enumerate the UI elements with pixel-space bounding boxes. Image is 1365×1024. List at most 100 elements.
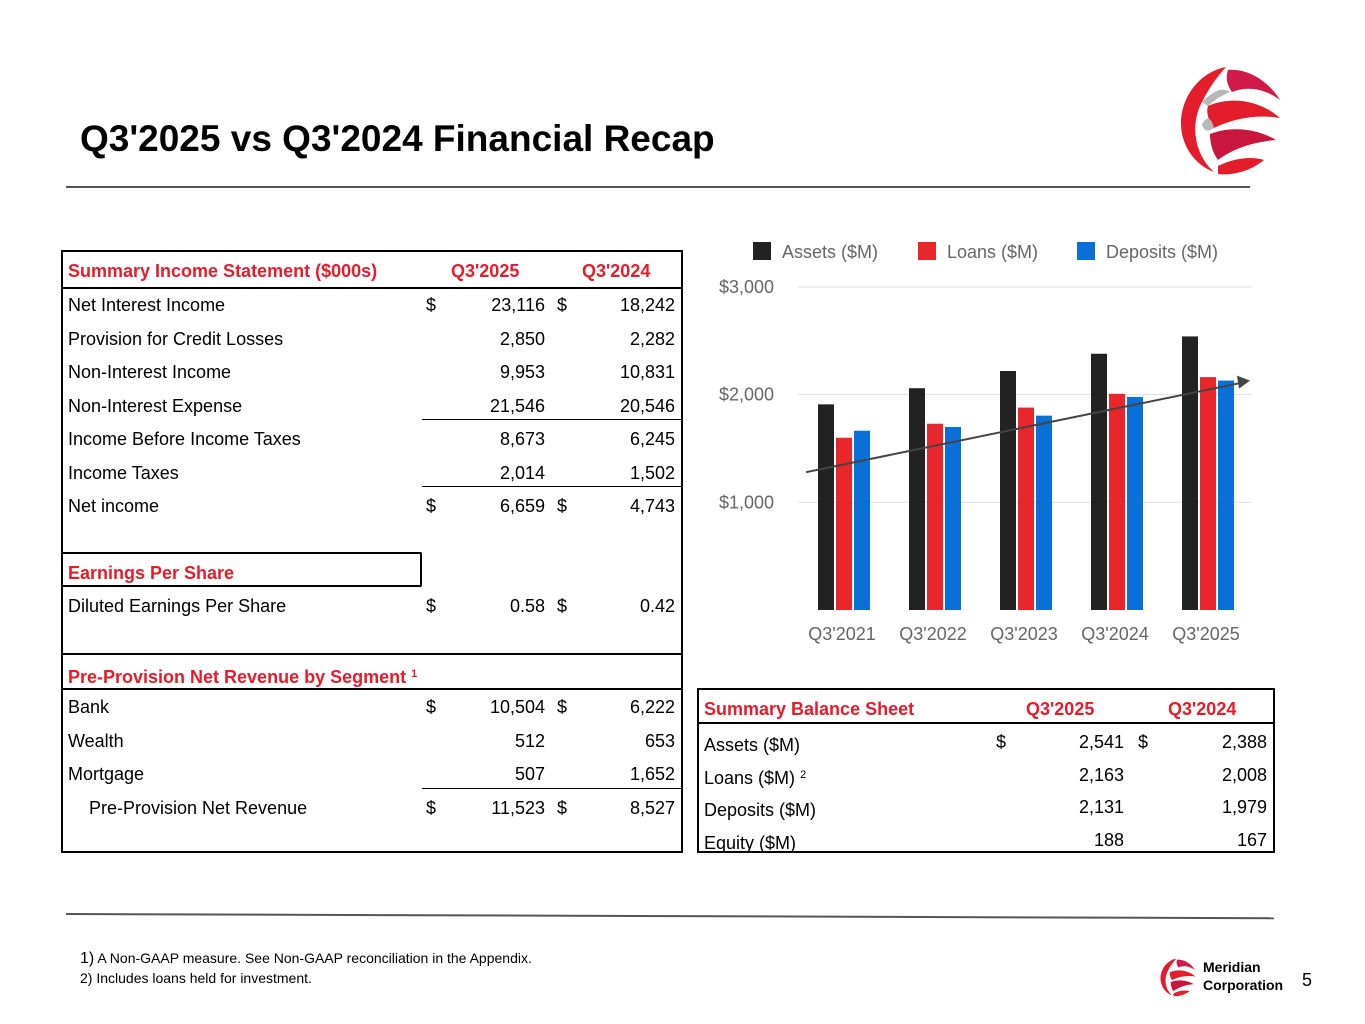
cell-value: 20,546 <box>619 395 675 416</box>
header-divider <box>63 287 681 289</box>
cell-value: 653 <box>644 730 675 751</box>
table-row: Diluted Earnings Per Share $ 0.58 $ 0.42 <box>63 590 681 623</box>
section-header: Pre-Provision Net Revenue by Segment 1 <box>68 658 417 694</box>
table-title: Summary Income Statement ($000s) <box>68 261 378 281</box>
row-label-text: Income Taxes <box>68 462 179 483</box>
table-row: Mortgage 507 1,652 <box>63 758 681 791</box>
bar-deposits <box>1036 415 1052 610</box>
table-title: Summary Balance Sheet <box>704 699 915 719</box>
cell-value: 0.42 <box>639 596 675 616</box>
cell-value: 2,541 <box>1078 732 1124 752</box>
cell-value: 10,831 <box>619 362 675 382</box>
column-header: Q3'2024 <box>582 261 651 281</box>
y-tick-label: $2,000 <box>719 385 774 405</box>
income-statement-table: Summary Income Statement ($000s) Q3'2025… <box>61 250 683 853</box>
currency-symbol: $ <box>426 295 437 315</box>
bar-deposits <box>854 430 870 610</box>
brand-line: Meridian <box>1203 959 1261 975</box>
currency-symbol: $ <box>557 596 568 616</box>
header-divider <box>699 722 1273 724</box>
row-label: Income Taxes <box>68 457 179 490</box>
footnote-marker: 1) <box>80 950 95 967</box>
cell-value: 21,546 <box>489 395 545 416</box>
row-label-text: Wealth <box>68 730 124 751</box>
x-tick-label: Q3'2021 <box>808 624 876 644</box>
section-header: Earnings Per Share <box>68 563 235 583</box>
bar-loans <box>1109 393 1125 610</box>
table-row: Equity ($M) 188 167 <box>699 824 1273 857</box>
row-label-text: Assets ($M) <box>704 735 801 755</box>
row-label-text: Non-Interest Expense <box>68 395 243 416</box>
currency-symbol: $ <box>426 697 437 717</box>
title-divider <box>66 186 1250 188</box>
row-label: Assets ($M) <box>704 726 800 762</box>
row-label: Equity ($M) <box>704 824 796 860</box>
cell-value: 2,163 <box>1078 764 1124 785</box>
page-title: Q3'2025 vs Q3'2024 Financial Recap <box>80 118 715 159</box>
legend-label: Deposits ($M) <box>1106 242 1218 262</box>
row-label: Diluted Earnings Per Share <box>68 596 287 616</box>
balance-sheet-table: Summary Balance Sheet Q3'2025 Q3'2024 As… <box>697 688 1275 853</box>
table-row: Assets ($M) $2,541 $2,388 <box>699 726 1273 759</box>
table-row: Bank $10,504 $6,222 <box>63 691 681 724</box>
cell-value: 11,523 <box>491 797 545 818</box>
row-label-text: Non-Interest Income <box>68 362 232 382</box>
cell-value: 4,743 <box>629 496 675 516</box>
table-row: Wealth 512 653 <box>63 725 681 758</box>
cell-value: 188 <box>1093 829 1124 850</box>
row-label: Pre-Provision Net Revenue <box>89 792 307 825</box>
cell-value: 6,245 <box>629 429 675 449</box>
bar-loans <box>836 437 852 610</box>
footnote-1: 1) A Non-GAAP measure. See Non-GAAP reco… <box>80 950 532 968</box>
bar-loans <box>1018 407 1034 610</box>
table-row: Non-Interest Expense 21,546 20,546 <box>63 390 681 423</box>
trend-arrowhead <box>1237 375 1250 389</box>
cell-value: 1,652 <box>629 764 675 784</box>
currency-symbol: $ <box>426 797 437 818</box>
footer-divider <box>65 913 1274 920</box>
row-label: Wealth <box>68 725 124 758</box>
cell-value: 507 <box>514 764 545 784</box>
table-row: Net Interest Income $23,116 $18,242 <box>63 289 681 322</box>
column-header: Q3'2025 <box>1026 699 1095 719</box>
table-row: Provision for Credit Losses 2,850 2,282 <box>63 323 681 356</box>
cell-value: 2,131 <box>1078 797 1124 817</box>
row-label: Loans ($M) 2 <box>704 759 806 795</box>
table-row: Non-Interest Income 9,953 10,831 <box>63 356 681 389</box>
cell-value: 2,282 <box>629 328 675 349</box>
row-label: Net income <box>68 490 159 523</box>
row-label-text: Pre-Provision Net Revenue <box>89 797 308 818</box>
cell-value: 2,008 <box>1221 764 1267 785</box>
cell-value: 167 <box>1236 829 1267 850</box>
cell-value: 1,979 <box>1221 797 1267 817</box>
subtotal-line <box>422 788 681 789</box>
trend-line <box>805 381 1243 474</box>
column-header: Q3'2025 <box>451 261 520 281</box>
row-label: Provision for Credit Losses <box>68 323 283 356</box>
eps-header-row: Earnings Per Share <box>63 557 681 590</box>
eps-header-box <box>63 552 422 587</box>
balance-trend-chart: $1,000 $2,000 $3,000 Q3'2021 Q3'2022 Q3'2023 Q… <box>719 242 1252 644</box>
legend-label: Loans ($M) <box>947 242 1038 262</box>
cell-value: 0.58 <box>509 596 545 616</box>
legend-swatch <box>918 242 936 260</box>
table-row: Net income $6,659 $4,743 <box>63 490 681 523</box>
ppnr-header-row: Pre-Provision Net Revenue by Segment 1 <box>63 658 681 691</box>
currency-symbol: $ <box>557 496 568 516</box>
bar-deposits <box>1218 380 1234 610</box>
row-label: Non-Interest Income <box>68 356 231 389</box>
legend-swatch <box>753 242 771 260</box>
bar-loans <box>927 423 943 610</box>
page-number: 5 <box>1302 970 1313 990</box>
table-header-row: Summary Income Statement ($000s) Q3'2025… <box>63 255 681 288</box>
footnote-marker: 1 <box>411 668 418 680</box>
bar-assets <box>1091 353 1107 610</box>
footnote-text: A Non-GAAP measure. See Non-GAAP reconci… <box>94 950 532 966</box>
legend-swatch <box>1077 242 1095 260</box>
row-label-text: Mortgage <box>68 764 145 784</box>
currency-symbol: $ <box>996 732 1007 752</box>
row-label: Mortgage <box>68 758 144 791</box>
row-label-text: Income Before Income Taxes <box>68 429 301 449</box>
cell-value: 9,953 <box>499 362 545 382</box>
currency-symbol: $ <box>557 697 568 717</box>
